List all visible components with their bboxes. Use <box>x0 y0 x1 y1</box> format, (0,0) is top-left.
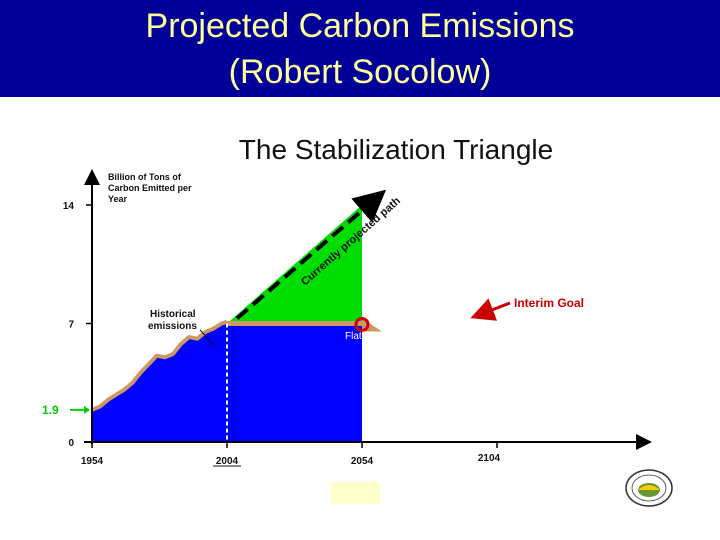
organization-seal-icon <box>625 469 673 507</box>
historical-leader-line <box>199 329 216 347</box>
triangle-label-line1: Stabilization <box>376 282 435 294</box>
slide-title-line2: (Robert Socolow) <box>228 53 492 91</box>
highlight-value-arrowhead <box>84 405 90 414</box>
y-tick-label: 14 <box>63 201 75 212</box>
y-tick-label: 0 <box>68 438 74 449</box>
x-tick-label: 2104 <box>478 453 501 464</box>
stabilization-chart: The Stabilization Triangle Billion of Ton… <box>42 134 652 467</box>
flat-path-label: Flat path <box>345 331 384 342</box>
triangle-label-line2: Triangle <box>386 295 425 307</box>
flat-path-area <box>227 323 362 442</box>
historical-emissions-area <box>92 321 227 442</box>
x-tick-label: 2054 <box>351 456 374 467</box>
interim-goal-label: Interim Goal <box>514 296 584 310</box>
projected-path-arrow <box>235 189 387 320</box>
highlight-value-label: 1.9 <box>42 403 59 417</box>
y-axis-label-line: Billion of Tons of <box>108 172 182 182</box>
chart-title: The Stabilization Triangle <box>239 134 553 165</box>
historical-label-line1: Historical <box>150 309 196 320</box>
stabilization-triangle <box>227 204 362 324</box>
x-tick-label: 2004 <box>216 456 239 467</box>
y-axis-label-line: Year <box>108 194 128 204</box>
x-tick-label: 1954 <box>81 456 104 467</box>
title-banner: Projected Carbon Emissions (Robert Socol… <box>0 0 720 97</box>
interim-goal-marker <box>354 316 370 332</box>
y-tick-label: 7 <box>68 319 74 330</box>
y-axis-label-line: Carbon Emitted per <box>108 183 192 193</box>
historical-label-line2: emissions <box>148 321 197 332</box>
interim-goal-arrow <box>470 298 511 321</box>
historical-outline <box>91 319 228 412</box>
blank-note-box <box>331 482 380 504</box>
slide-title-line1: Projected Carbon Emissions <box>145 7 575 45</box>
